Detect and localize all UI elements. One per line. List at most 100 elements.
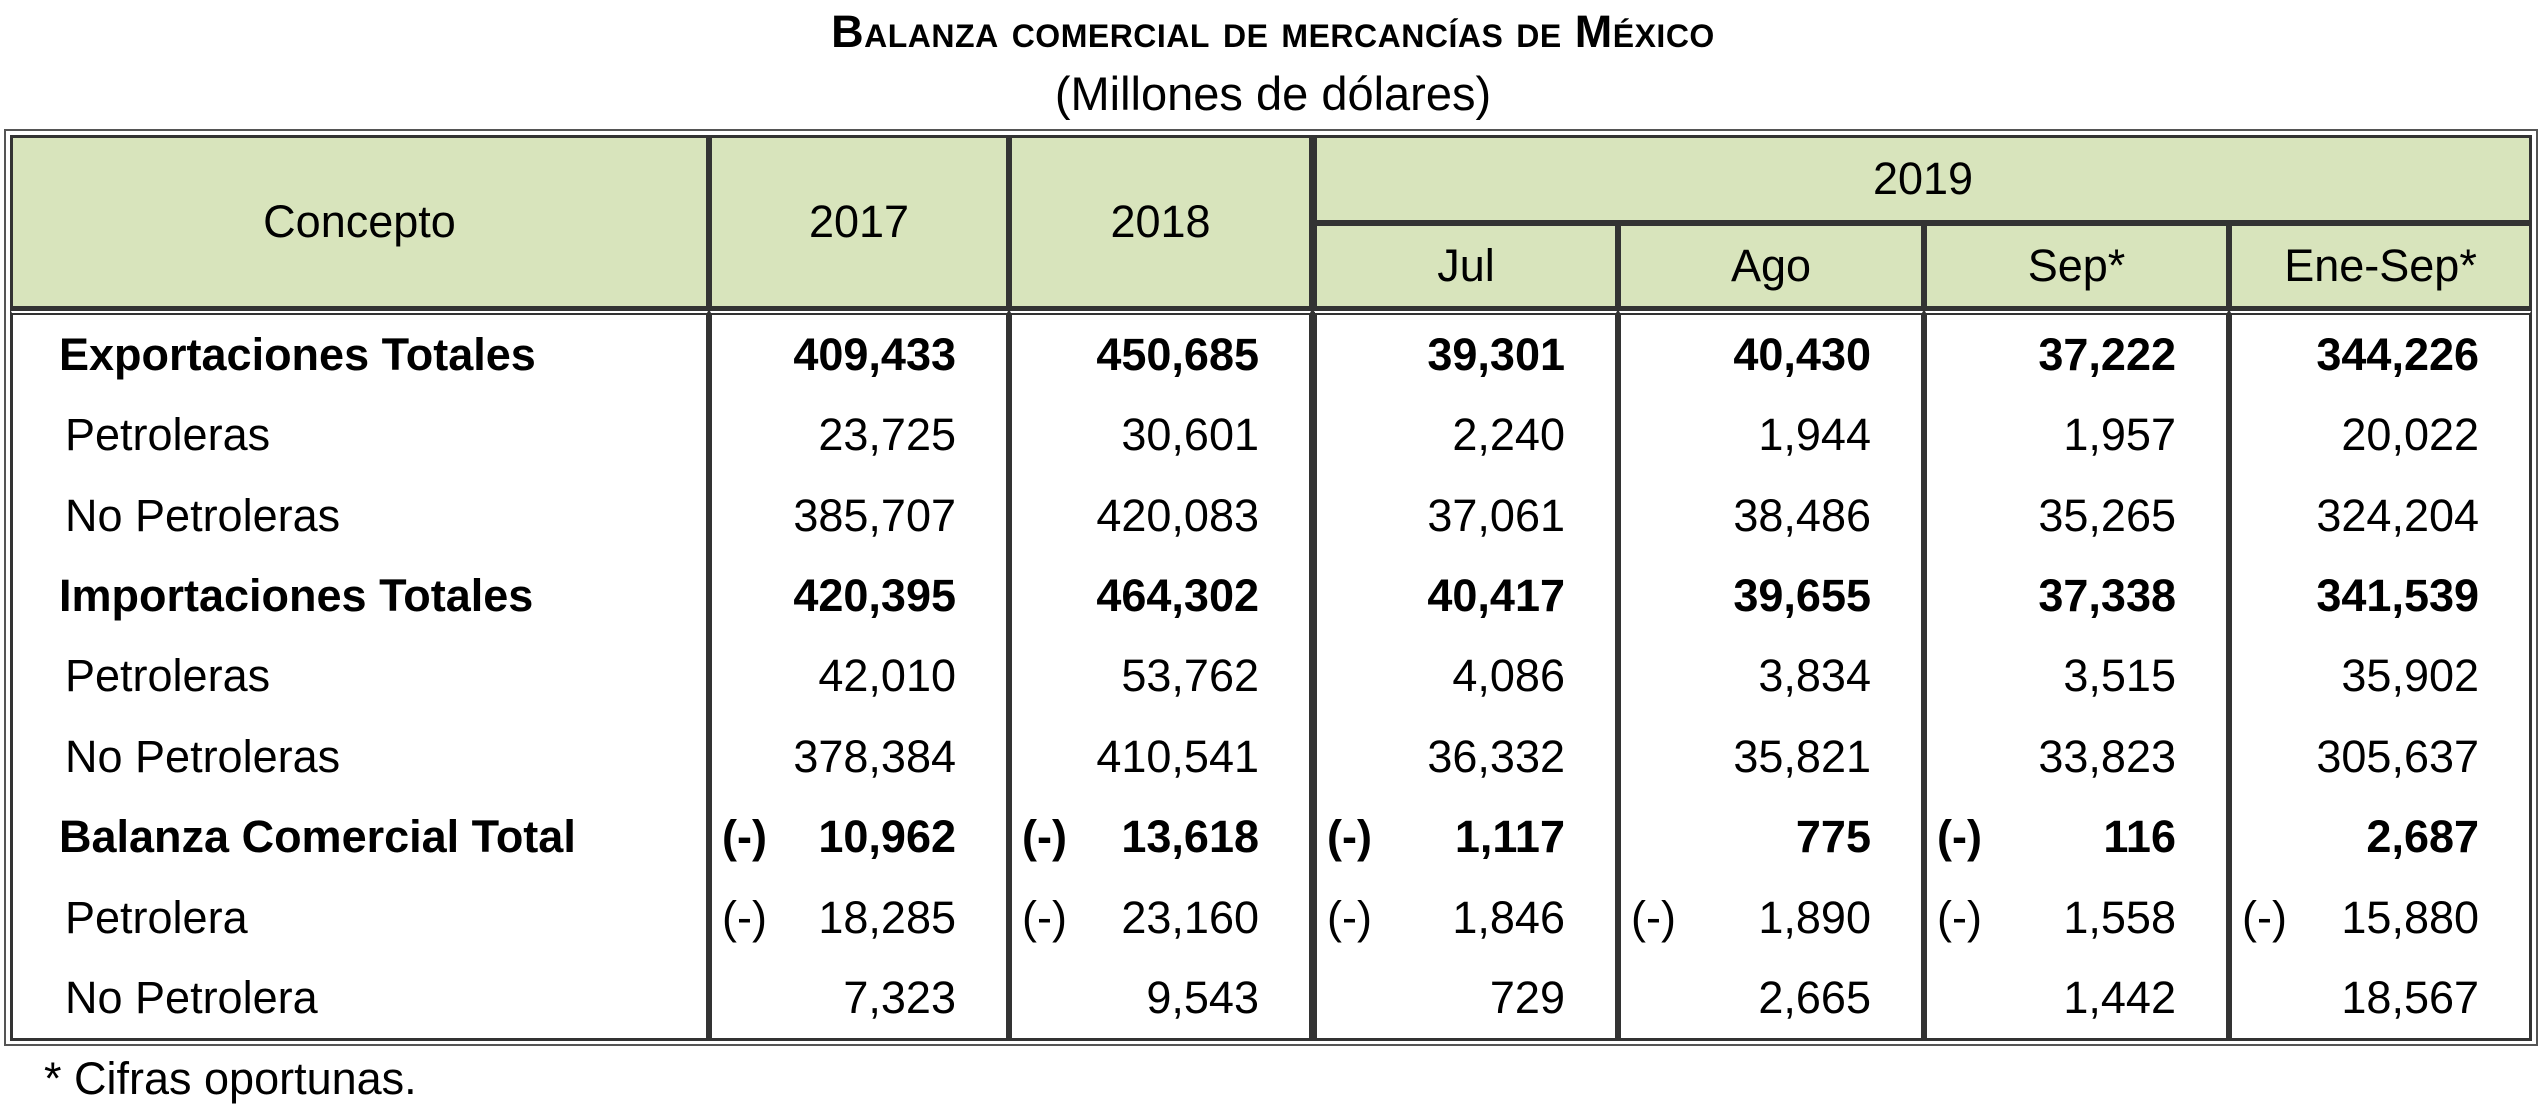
cell-2017: 42,010 <box>709 636 1009 717</box>
row-label: Importaciones Totales <box>10 555 709 637</box>
cell-value: 4,086 <box>1452 650 1565 702</box>
cell-value: 450,685 <box>1096 329 1259 380</box>
cell-value: 1,442 <box>2063 971 2176 1023</box>
row-label: No Petroleras <box>10 716 709 797</box>
cell-sep: 1,957 <box>1924 395 2229 476</box>
cell-value: 39,655 <box>1733 569 1871 621</box>
cell-value: 37,222 <box>2038 329 2176 380</box>
cell-2017: 378,384 <box>709 716 1009 797</box>
table-row: Petrolera (-) 18,285 (-) 23,160 (-) 1,846 (-) 1,… <box>10 877 2533 958</box>
trade-balance-table: Concepto 2017 2018 2019 Jul Ago Sep* Ene… <box>10 135 2533 1041</box>
table-row: No Petroleras 385,707 420,083 37,061 38,486 3… <box>10 475 2533 556</box>
cell-sep: 35,265 <box>1924 475 2229 556</box>
cell-2018: 420,083 <box>1009 475 1312 556</box>
header-jul: Jul <box>1312 223 1618 309</box>
cell-value: 40,417 <box>1427 569 1565 621</box>
cell-jul: (-) 1,846 <box>1312 877 1618 958</box>
cell-value: 15,880 <box>2341 891 2480 943</box>
cell-sep: 1,442 <box>1924 957 2229 1041</box>
cell-ago: 1,944 <box>1618 395 1924 476</box>
cell-jul: 37,061 <box>1312 475 1618 556</box>
cell-value: 35,902 <box>2341 650 2480 702</box>
cell-ago: 2,665 <box>1618 957 1924 1041</box>
header-concepto: Concepto <box>10 135 709 309</box>
table-row: No Petrolera 7,323 9,543 729 2,665 1,442 18,56… <box>10 957 2533 1041</box>
cell-ene-sep: 20,022 <box>2229 395 2533 476</box>
row-label: No Petroleras <box>10 475 709 556</box>
header-sep: Sep* <box>1924 223 2229 309</box>
cell-value: 3,515 <box>2063 650 2176 702</box>
cell-value: 409,433 <box>793 329 956 380</box>
cell-value: 378,384 <box>793 730 956 782</box>
cell-ene-sep: (-) 15,880 <box>2229 877 2533 958</box>
cell-value: 10,962 <box>818 811 956 863</box>
cell-sep: 37,338 <box>1924 555 2229 637</box>
table-body: Exportaciones Totales 409,433 450,685 39,30… <box>10 309 2533 1041</box>
cell-value: 2,240 <box>1452 409 1565 461</box>
cell-value: 1,890 <box>1758 891 1871 943</box>
cell-value: 7,323 <box>843 971 956 1023</box>
cell-ago: 40,430 <box>1618 309 1924 395</box>
cell-value: 410,541 <box>1096 730 1259 782</box>
cell-ago: 775 <box>1618 796 1924 878</box>
negative-marker: (-) <box>1937 811 1982 863</box>
table-subtitle: (Millones de dólares) <box>1054 67 1492 120</box>
cell-value: 116 <box>2103 811 2176 863</box>
cell-2018: 53,762 <box>1009 636 1312 717</box>
cell-value: 420,083 <box>1096 489 1259 541</box>
table-row: Importaciones Totales 420,395 464,302 40,41… <box>10 555 2533 637</box>
table-row: No Petroleras 378,384 410,541 36,332 35,821 3… <box>10 716 2533 797</box>
cell-2018: 9,543 <box>1009 957 1312 1041</box>
footnote: * Cifras oportunas. <box>44 1053 417 1104</box>
row-label: No Petrolera <box>10 957 709 1041</box>
negative-marker: (-) <box>2242 891 2287 943</box>
table-row: Petroleras 42,010 53,762 4,086 3,834 3,515 35,… <box>10 636 2533 717</box>
trade-balance-table-frame: Concepto 2017 2018 2019 Jul Ago Sep* Ene… <box>4 129 2538 1046</box>
cell-2017: 409,433 <box>709 309 1009 395</box>
cell-ago: (-) 1,890 <box>1618 877 1924 958</box>
row-label: Petrolera <box>10 877 709 958</box>
cell-value: 729 <box>1489 971 1565 1023</box>
cell-2018: 410,541 <box>1009 716 1312 797</box>
cell-value: 23,725 <box>818 409 956 461</box>
header-2018: 2018 <box>1009 135 1312 309</box>
cell-value: 38,486 <box>1733 489 1871 541</box>
header-ene-sep: Ene-Sep* <box>2229 223 2533 309</box>
cell-value: 324,204 <box>2316 489 2480 541</box>
cell-value: 1,846 <box>1452 891 1565 943</box>
header-2017: 2017 <box>709 135 1009 309</box>
negative-marker: (-) <box>722 891 767 943</box>
cell-value: 30,601 <box>1121 409 1259 461</box>
cell-jul: 40,417 <box>1312 555 1618 637</box>
cell-value: 20,022 <box>2341 409 2480 461</box>
cell-sep: 37,222 <box>1924 309 2229 395</box>
cell-value: 341,539 <box>2316 569 2480 621</box>
cell-2018: 450,685 <box>1009 309 1312 395</box>
cell-value: 775 <box>1795 811 1871 863</box>
cell-2017: (-) 10,962 <box>709 796 1009 878</box>
cell-value: 305,637 <box>2316 730 2480 782</box>
negative-marker: (-) <box>1327 811 1372 863</box>
cell-value: 18,567 <box>2341 971 2480 1023</box>
cell-value: 464,302 <box>1096 569 1259 621</box>
cell-ene-sep: 305,637 <box>2229 716 2533 797</box>
cell-sep: (-) 1,558 <box>1924 877 2229 958</box>
cell-value: 36,332 <box>1427 730 1565 782</box>
cell-ene-sep: 2,687 <box>2229 796 2533 878</box>
cell-2018: 464,302 <box>1009 555 1312 637</box>
cell-value: 35,265 <box>2038 489 2176 541</box>
row-label: Petroleras <box>10 636 709 717</box>
cell-jul: 729 <box>1312 957 1618 1041</box>
table-title: Balanza comercial de mercancías de Méxic… <box>831 6 1715 57</box>
cell-value: 344,226 <box>2316 329 2480 380</box>
cell-jul: 2,240 <box>1312 395 1618 476</box>
cell-sep: 33,823 <box>1924 716 2229 797</box>
table-row: Balanza Comercial Total (-) 10,962 (-) 13,61… <box>10 796 2533 878</box>
cell-jul: 39,301 <box>1312 309 1618 395</box>
cell-value: 9,543 <box>1146 971 1259 1023</box>
negative-marker: (-) <box>722 811 767 863</box>
cell-2018: (-) 13,618 <box>1009 796 1312 878</box>
cell-value: 385,707 <box>793 489 956 541</box>
cell-jul: (-) 1,117 <box>1312 796 1618 878</box>
cell-value: 1,944 <box>1758 409 1871 461</box>
